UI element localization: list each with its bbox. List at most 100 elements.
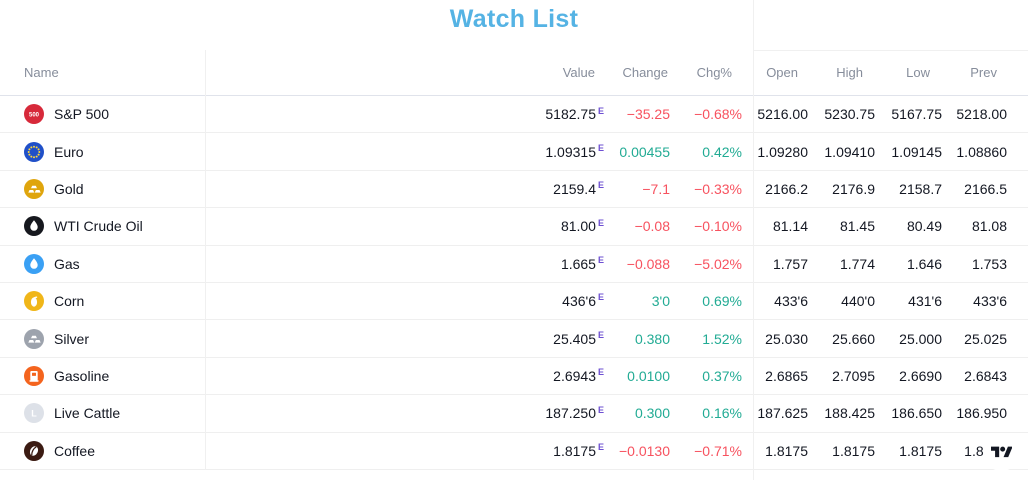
last-value: 436'6 bbox=[562, 293, 596, 310]
value-cell: 436'6 E bbox=[205, 293, 604, 309]
svg-text:L: L bbox=[31, 409, 37, 419]
market-status-flag: E bbox=[597, 367, 604, 378]
symbol-name: Corn bbox=[54, 293, 85, 310]
change-percent-cell: 0.69% bbox=[702, 293, 742, 310]
watchlist-row[interactable]: WTI Crude Oil 81.00 E −0.08 −0.10% 81.14 … bbox=[0, 208, 1028, 246]
symbol-cell: Gold bbox=[0, 178, 205, 199]
watchlist-row[interactable]: Silver 25.405 E 0.380 1.52% 25.030 25.660… bbox=[0, 320, 1028, 358]
market-status-flag: E bbox=[597, 442, 604, 453]
change-cell: −35.25 bbox=[626, 106, 670, 123]
symbol-name: Coffee bbox=[54, 442, 95, 459]
market-status-flag: E bbox=[597, 292, 604, 303]
high-cell: 188.425 bbox=[824, 405, 875, 422]
high-cell: 440'0 bbox=[841, 293, 875, 310]
watchlist-row[interactable]: Euro 1.09315 E 0.00455 0.42% 1.09280 1.09… bbox=[0, 133, 1028, 171]
low-cell: 431'6 bbox=[908, 293, 942, 310]
open-cell: 2.6865 bbox=[765, 367, 808, 384]
oil-icon bbox=[24, 216, 44, 237]
watchlist-row[interactable]: Coffee 1.8175 E −0.0130 −0.71% 1.8175 1.8… bbox=[0, 432, 1028, 470]
change-percent-cell: −0.71% bbox=[694, 442, 742, 459]
value-cell: 5182.75 E bbox=[205, 106, 604, 122]
symbol-name: Gasoline bbox=[54, 367, 110, 384]
symbol-name: S&P 500 bbox=[54, 106, 110, 123]
page-title: Watch List bbox=[449, 5, 579, 33]
table-header: Name Value Change Chg% Open High Low Pre… bbox=[0, 50, 1028, 96]
ohlc-column-divider bbox=[753, 0, 754, 480]
col-header-value: Value bbox=[562, 65, 595, 80]
high-cell: 2176.9 bbox=[832, 180, 875, 197]
low-cell: 5167.75 bbox=[891, 106, 942, 123]
watchlist-row[interactable]: L Live Cattle 187.250 E 0.300 0.16% 187.6… bbox=[0, 395, 1028, 433]
value-cell: 1.665 E bbox=[205, 256, 604, 272]
change-percent-cell: −0.10% bbox=[694, 218, 742, 235]
change-cell: −0.08 bbox=[634, 218, 670, 235]
symbol-name: WTI Crude Oil bbox=[54, 218, 143, 235]
watchlist-row[interactable]: Corn 436'6 E 3'0 0.69% 433'6 440'0 431'6 … bbox=[0, 282, 1028, 321]
gasoline-icon bbox=[24, 365, 44, 386]
symbol-cell: Gasoline bbox=[0, 365, 205, 386]
market-status-flag: E bbox=[597, 105, 604, 116]
watchlist-row[interactable]: Gold 2159.4 E −7.1 −0.33% 2166.2 2176.9 2… bbox=[0, 170, 1028, 209]
symbol-cell: Coffee bbox=[0, 440, 205, 461]
last-value: 1.8175 bbox=[553, 442, 596, 459]
open-cell: 187.625 bbox=[757, 405, 808, 422]
change-percent-cell: −5.02% bbox=[694, 255, 742, 272]
open-cell: 2166.2 bbox=[765, 180, 808, 197]
market-status-flag: E bbox=[597, 142, 604, 153]
high-cell: 1.09410 bbox=[824, 143, 875, 160]
symbol-cell: Silver bbox=[0, 328, 205, 349]
change-percent-cell: 0.37% bbox=[702, 367, 742, 384]
market-status-flag: E bbox=[597, 404, 604, 415]
symbol-cell: Gas bbox=[0, 253, 205, 274]
corn-icon bbox=[24, 291, 44, 312]
last-value: 25.405 bbox=[553, 330, 596, 347]
last-value: 81.00 bbox=[560, 218, 596, 235]
gas-icon bbox=[24, 253, 44, 274]
prev-cell: 81.08 bbox=[971, 218, 1007, 235]
last-value: 1.09315 bbox=[545, 143, 596, 160]
change-cell: −0.0130 bbox=[619, 442, 670, 459]
change-cell: 0.00455 bbox=[619, 143, 670, 160]
table-body: 500 S&P 500 5182.75 E −35.25 −0.68% 5216.… bbox=[0, 96, 1028, 470]
symbol-name: Gas bbox=[54, 255, 80, 272]
symbol-cell: Corn bbox=[0, 291, 205, 312]
col-header-name: Name bbox=[24, 65, 59, 80]
change-cell: 3'0 bbox=[651, 293, 670, 310]
prev-cell: 5218.00 bbox=[956, 106, 1007, 123]
low-cell: 2.6690 bbox=[899, 367, 942, 384]
open-cell: 1.8175 bbox=[765, 442, 808, 459]
low-cell: 1.646 bbox=[906, 255, 942, 272]
symbol-name: Gold bbox=[54, 180, 84, 197]
open-cell: 1.09280 bbox=[757, 143, 808, 160]
euro-icon bbox=[24, 141, 44, 162]
value-cell: 81.00 E bbox=[205, 218, 604, 234]
last-value: 2.6943 bbox=[553, 367, 596, 384]
value-cell: 187.250 E bbox=[205, 405, 604, 421]
watchlist-row[interactable]: 500 S&P 500 5182.75 E −35.25 −0.68% 5216.… bbox=[0, 96, 1028, 134]
change-cell: 0.300 bbox=[634, 405, 670, 422]
value-cell: 2.6943 E bbox=[205, 368, 604, 384]
change-cell: 0.380 bbox=[634, 330, 670, 347]
prev-cell: 186.950 bbox=[956, 405, 1007, 422]
watchlist-row[interactable]: Gasoline 2.6943 E 0.0100 0.37% 2.6865 2.7… bbox=[0, 357, 1028, 396]
name-column-divider bbox=[205, 50, 206, 470]
market-status-flag: E bbox=[597, 255, 604, 266]
symbol-cell: L Live Cattle bbox=[0, 403, 205, 424]
watchlist-row[interactable]: Gas 1.665 E −0.088 −5.02% 1.757 1.774 1.6… bbox=[0, 245, 1028, 283]
prev-cell: 433'6 bbox=[973, 293, 1007, 310]
right-pane-top-border bbox=[753, 50, 1028, 51]
low-cell: 80.49 bbox=[906, 218, 942, 235]
prev-cell: 25.025 bbox=[964, 330, 1007, 347]
high-cell: 1.774 bbox=[839, 255, 875, 272]
value-cell: 1.8175 E bbox=[205, 443, 604, 459]
tradingview-logo[interactable] bbox=[983, 434, 1020, 471]
symbol-cell: 500 S&P 500 bbox=[0, 104, 205, 125]
symbol-name: Euro bbox=[54, 143, 84, 160]
open-cell: 81.14 bbox=[772, 218, 808, 235]
col-header-low: Low bbox=[906, 65, 930, 80]
open-cell: 25.030 bbox=[765, 330, 808, 347]
last-value: 1.665 bbox=[560, 255, 596, 272]
open-cell: 5216.00 bbox=[757, 106, 808, 123]
symbol-cell: Euro bbox=[0, 141, 205, 162]
last-value: 187.250 bbox=[545, 405, 596, 422]
